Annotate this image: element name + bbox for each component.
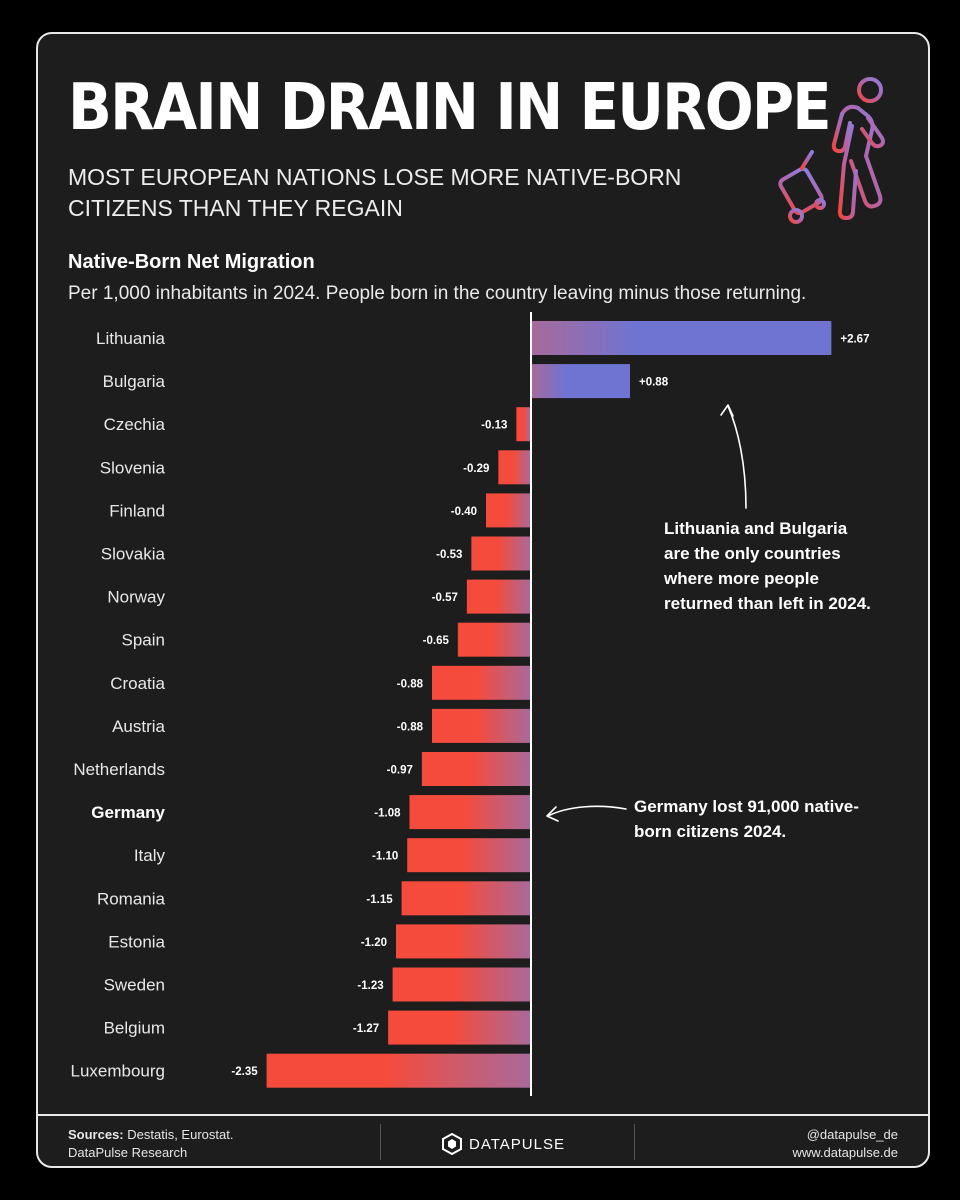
value-label-lithuania: +2.67	[840, 334, 869, 346]
sources-text: Destatis, Eurostat.	[123, 1127, 234, 1142]
bar-germany	[409, 795, 531, 830]
category-label-finland: Finland	[109, 501, 165, 520]
bar-bulgaria	[531, 364, 630, 399]
infographic-card: BRAIN DRAIN IN EUROPE MOST EUROPEAN NATI…	[36, 32, 930, 1168]
website-url: www.datapulse.de	[792, 1145, 898, 1160]
value-label-belgium: -1.27	[353, 1023, 379, 1035]
value-label-slovakia: -0.53	[436, 549, 462, 561]
category-label-netherlands: Netherlands	[73, 760, 165, 779]
germany-note: Germany lost 91,000 native-born citizens…	[634, 797, 859, 841]
bar-belgium	[388, 1010, 531, 1045]
category-label-belgium: Belgium	[104, 1019, 165, 1038]
value-label-germany: -1.08	[374, 808, 401, 820]
positive-countries-note: Lithuania and Bulgaria are the only coun…	[664, 519, 871, 613]
bar-spain	[457, 622, 531, 657]
bar-chart: Lithuania +2.67 Bulgaria +0.88 Czechia -0.13 S…	[70, 312, 869, 1096]
value-label-czechia: -0.13	[481, 420, 507, 432]
bar-finland	[486, 493, 531, 528]
arrow-head-germany	[546, 806, 559, 822]
bar-estonia	[396, 924, 531, 959]
arrow-head-positive	[720, 404, 734, 417]
category-label-norway: Norway	[107, 588, 165, 607]
category-label-lithuania: Lithuania	[96, 329, 166, 348]
value-label-estonia: -1.20	[361, 937, 387, 949]
category-label-bulgaria: Bulgaria	[103, 372, 166, 391]
category-label-sweden: Sweden	[104, 976, 165, 995]
value-label-finland: -0.40	[451, 506, 477, 518]
bar-austria	[432, 708, 531, 743]
arrow-to-positive-bars	[727, 405, 747, 509]
category-label-slovenia: Slovenia	[100, 458, 166, 477]
bar-italy	[407, 838, 531, 873]
bar-slovenia	[498, 450, 531, 485]
category-label-luxembourg: Luxembourg	[70, 1062, 165, 1081]
value-label-slovenia: -0.29	[463, 463, 489, 475]
category-label-spain: Spain	[122, 631, 165, 650]
category-label-austria: Austria	[112, 717, 165, 736]
footer-separator-right	[634, 1124, 635, 1160]
value-label-netherlands: -0.97	[387, 765, 413, 777]
bar-czechia	[516, 407, 531, 442]
value-label-luxembourg: -2.35	[231, 1066, 258, 1078]
bar-lithuania	[531, 321, 832, 355]
category-label-italy: Italy	[134, 846, 166, 865]
value-label-norway: -0.57	[432, 592, 458, 604]
research-credit: DataPulse Research	[68, 1145, 188, 1160]
sources-label: Sources:	[68, 1127, 124, 1142]
page-title: BRAIN DRAIN IN EUROPE	[68, 71, 832, 145]
social-handle: @datapulse_de	[806, 1127, 898, 1142]
hexagon-logo-icon	[442, 1133, 462, 1155]
value-label-romania: -1.15	[366, 894, 393, 906]
category-label-romania: Romania	[97, 889, 166, 908]
bar-croatia	[432, 665, 531, 700]
category-label-germany: Germany	[91, 803, 165, 822]
value-label-croatia: -0.88	[397, 678, 424, 690]
sources-line: Sources: Destatis, Eurostat.	[68, 1126, 233, 1144]
bar-luxembourg	[266, 1053, 531, 1088]
value-label-bulgaria: +0.88	[639, 377, 669, 389]
value-label-sweden: -1.23	[357, 980, 383, 992]
page-subtitle: MOST EUROPEAN NATIONS LOSE MORE NATIVE-B…	[68, 164, 682, 221]
category-label-croatia: Croatia	[110, 674, 165, 693]
arrow-to-germany-bar	[547, 805, 627, 817]
value-label-italy: -1.10	[372, 851, 398, 863]
category-label-czechia: Czechia	[104, 415, 166, 434]
bar-netherlands	[421, 752, 531, 786]
footer-separator-left	[380, 1124, 381, 1160]
bar-sweden	[392, 967, 531, 1002]
value-label-austria: -0.88	[397, 721, 424, 733]
chart-subtitle: Per 1,000 inhabitants in 2024. People bo…	[68, 283, 807, 304]
bar-norway	[466, 579, 531, 614]
traveler-with-suitcase-icon	[778, 77, 885, 224]
brand-name: DATAPULSE	[469, 1135, 565, 1153]
footer-divider	[38, 1114, 928, 1116]
brand-logo: DATAPULSE	[442, 1133, 565, 1155]
category-label-slovakia: Slovakia	[101, 545, 166, 564]
bar-slovakia	[471, 536, 531, 571]
chart-title: Native-Born Net Migration	[68, 251, 315, 273]
bar-romania	[401, 881, 531, 916]
value-label-spain: -0.65	[423, 635, 450, 647]
category-label-estonia: Estonia	[108, 932, 165, 951]
